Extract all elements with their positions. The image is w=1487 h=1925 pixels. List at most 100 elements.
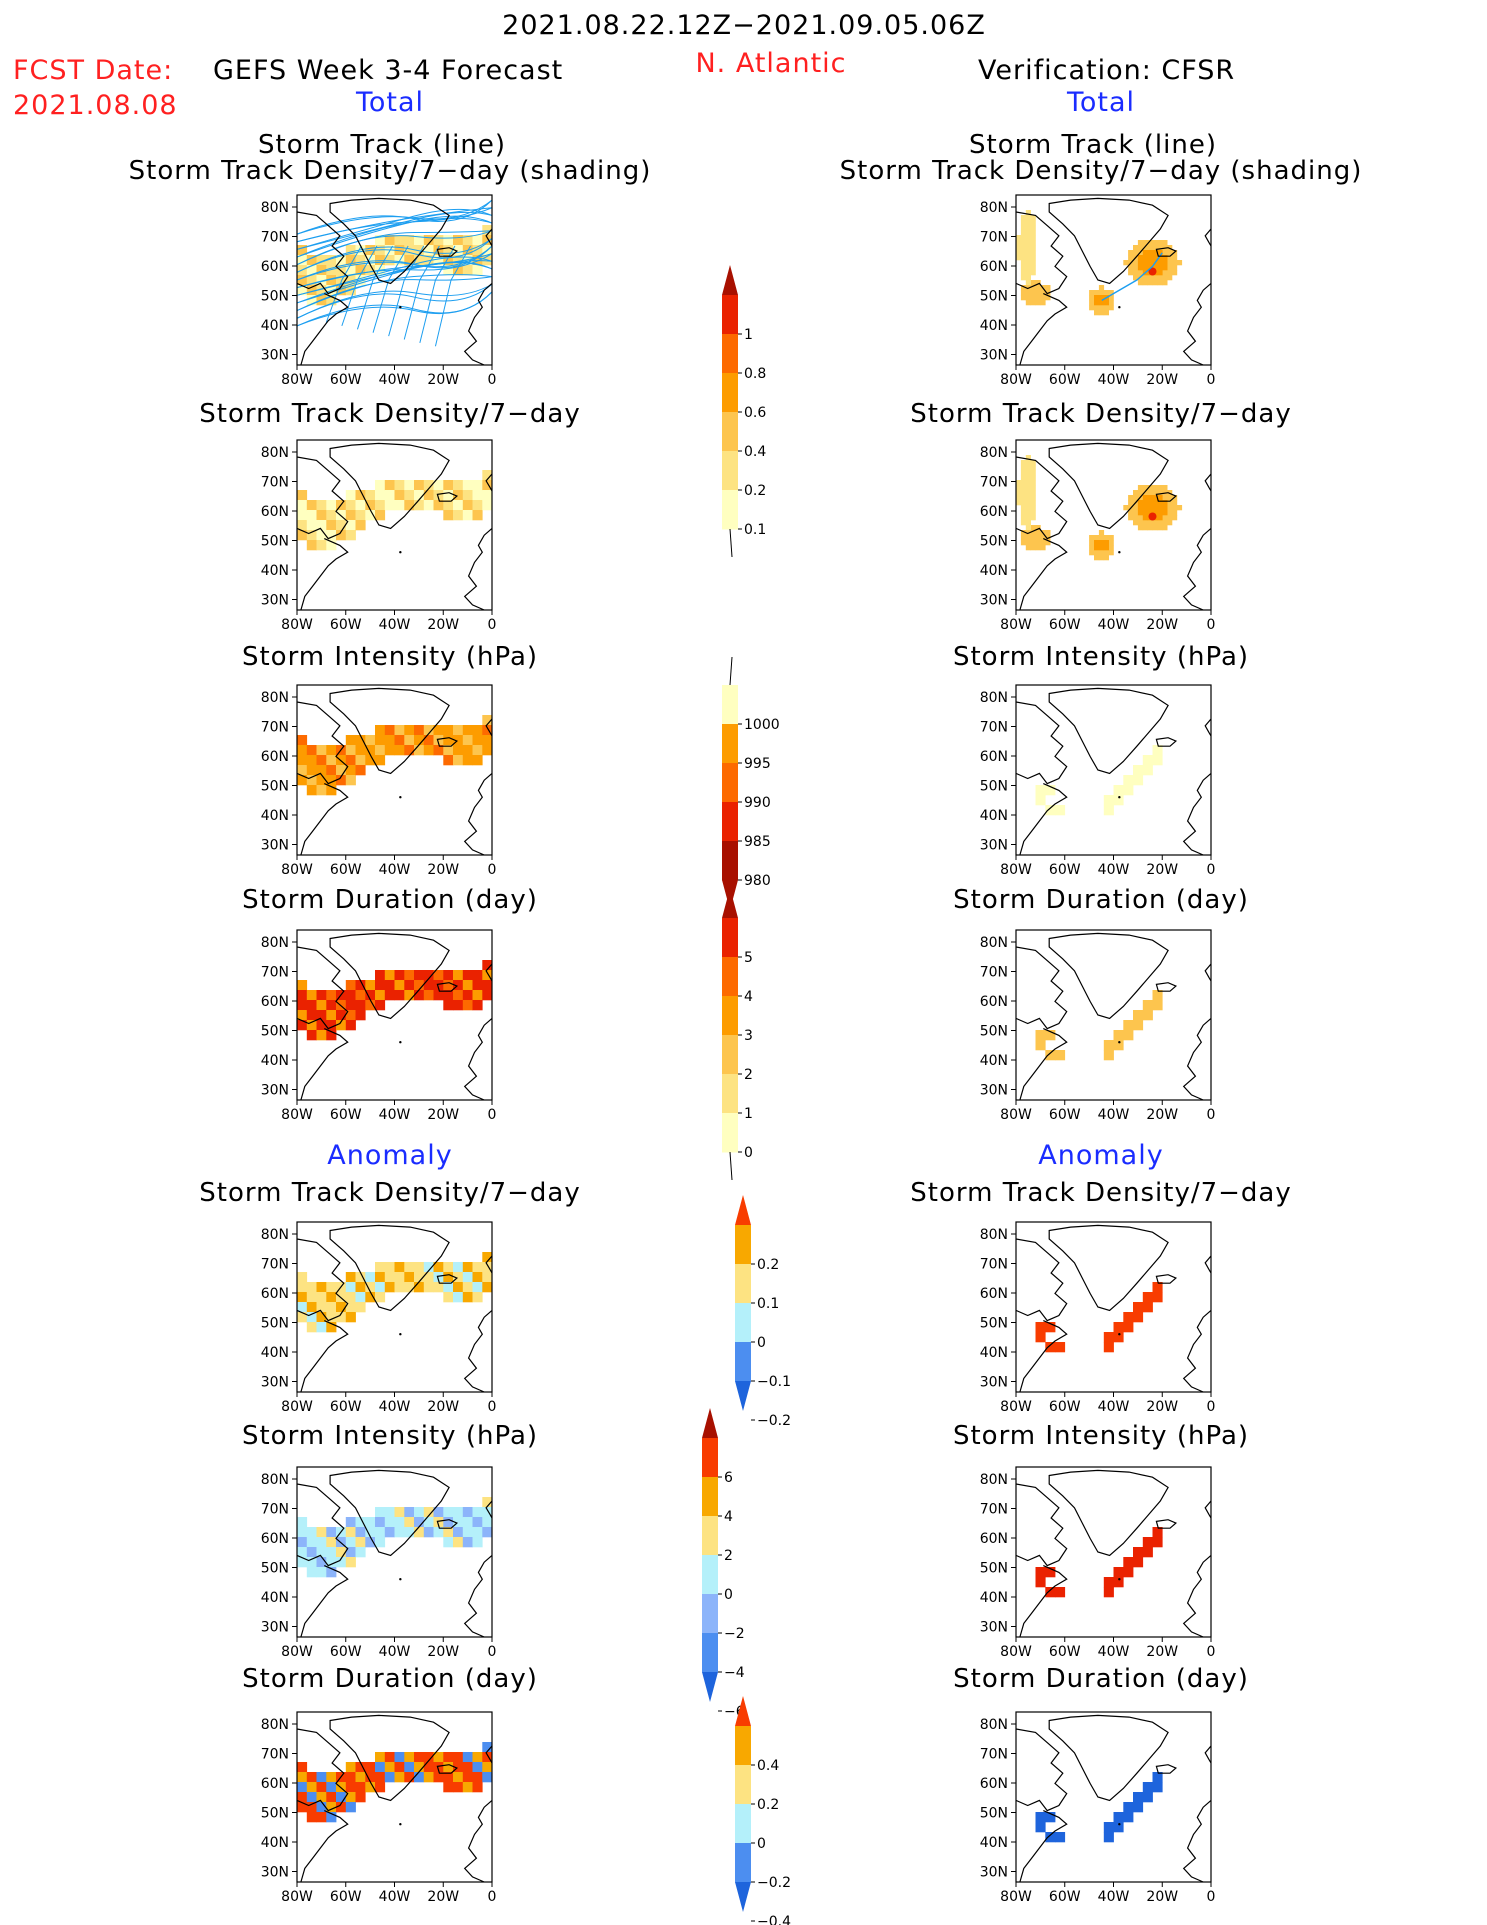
density-blob [1103, 550, 1109, 556]
density-cell [433, 255, 444, 266]
density-blob [1147, 280, 1153, 286]
verification-cell [1123, 785, 1134, 796]
island-dot [1118, 1041, 1121, 1044]
coastline-us [1019, 293, 1068, 366]
colorbar-swatch [722, 957, 738, 997]
anomaly-cell [423, 1507, 434, 1518]
coastline-scandinavia [1204, 473, 1212, 492]
verification-cell [1045, 785, 1056, 796]
density-blob [1133, 510, 1139, 516]
colorbar-label: −0.2 [757, 1413, 791, 1429]
verification-cell [1123, 775, 1134, 786]
density-cell [297, 255, 308, 266]
density-blob [1040, 540, 1046, 546]
coastline-europe [1182, 527, 1212, 611]
colorbar-label: 1 [744, 1106, 753, 1122]
density-blob [1030, 525, 1036, 531]
coastline-us [300, 1810, 349, 1883]
duration-cell [414, 980, 425, 991]
verification-cell [1142, 1547, 1153, 1558]
anomaly-cell [433, 1517, 444, 1528]
verification-cell [1123, 1312, 1134, 1323]
intensity-cell [482, 715, 493, 726]
island-dot [1118, 551, 1121, 554]
density-blob [1030, 250, 1036, 256]
density-cell [297, 500, 308, 511]
lat-tick-label: 70N [261, 1747, 289, 1763]
ensemble-track-line [296, 217, 493, 258]
verification-cell [1103, 805, 1114, 816]
lon-tick-label: 20W [1146, 1644, 1178, 1660]
density-blob [1152, 490, 1158, 496]
density-blob [1128, 500, 1134, 506]
coastline-greenland [329, 1469, 450, 1557]
density-blob [1025, 475, 1031, 481]
intensity-cell [394, 725, 405, 736]
density-blob [1030, 535, 1036, 541]
anomaly-cell [375, 1527, 386, 1538]
ensemble-track-line [296, 291, 493, 327]
density-blob [1030, 545, 1036, 551]
anomaly-cell [375, 1272, 386, 1283]
verification-cell [1035, 785, 1046, 796]
colorbar-bottom-arrow [735, 1381, 751, 1411]
density-blob [1094, 550, 1100, 556]
density-blob [1167, 510, 1173, 516]
coastline-canada [296, 211, 349, 295]
density-blob [1172, 500, 1178, 506]
coastline-europe [1182, 1799, 1212, 1883]
intensity-cell [462, 735, 473, 746]
density-cell [453, 235, 464, 246]
anomaly-cell [365, 1527, 376, 1538]
verification-cell [1113, 785, 1124, 796]
anomaly-cell [394, 1262, 405, 1273]
density-blob [1128, 495, 1134, 501]
anomaly-cell [384, 1262, 395, 1273]
density-blob [1089, 305, 1095, 311]
lat-tick-label: 80N [261, 200, 289, 216]
density-blob [1025, 480, 1031, 486]
density-cell [384, 255, 395, 266]
verification-cell [1152, 1000, 1163, 1011]
colorbar-label: 4 [724, 1509, 733, 1525]
ensemble-track-line [419, 245, 456, 344]
lon-tick-label: 20W [427, 1889, 459, 1905]
anomaly-cell [316, 1302, 327, 1313]
density-cell [433, 480, 444, 491]
colorbar-label: 4 [744, 989, 753, 1005]
ensemble-track-line [356, 245, 393, 330]
intensity-cell [482, 735, 493, 746]
density-blob [1020, 235, 1027, 241]
density-blob [1045, 530, 1051, 536]
density-blob [1162, 260, 1168, 266]
colorbar-label: 0 [757, 1335, 766, 1351]
duration-cell [375, 990, 386, 1001]
coastline-scandinavia [485, 1745, 493, 1764]
duration-cell [306, 1000, 317, 1011]
density-peak [1148, 267, 1157, 276]
colorbar-swatch [735, 1303, 751, 1343]
verification-cell [1152, 1772, 1163, 1783]
density-blob [1142, 255, 1148, 261]
anomaly-cell [297, 1802, 308, 1813]
panel-title-r3: Storm Intensity (hPa) [952, 642, 1250, 672]
coastline-greenland [1048, 1714, 1169, 1802]
coastline-europe [1182, 1309, 1212, 1393]
intensity-cell [306, 755, 317, 766]
density-blob [1030, 225, 1036, 231]
panel-title-l2: Storm Track Density/7−day [199, 399, 581, 429]
anomaly-cell [384, 1752, 395, 1763]
colorbar-swatch [722, 490, 738, 530]
lon-tick-label: 0 [488, 1107, 497, 1123]
anomaly-cell [326, 1567, 337, 1578]
anomaly-cell [345, 1772, 356, 1783]
duration-cell [336, 1020, 347, 1031]
density-blob [1162, 280, 1168, 286]
density-blob [1016, 490, 1022, 496]
density-blob [1089, 295, 1095, 301]
coastline-iceland [436, 982, 459, 992]
intensity-cell [345, 775, 356, 786]
lon-tick-label: 20W [427, 372, 459, 388]
lat-tick-label: 40N [980, 808, 1008, 824]
density-cell [345, 520, 356, 531]
